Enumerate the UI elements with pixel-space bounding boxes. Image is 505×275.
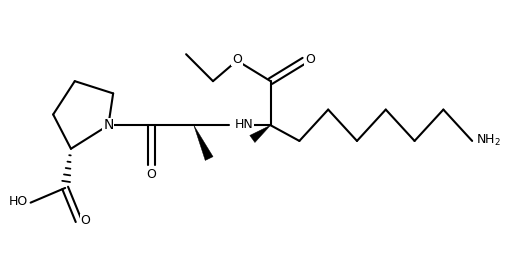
- Text: O: O: [146, 168, 157, 181]
- Polygon shape: [194, 125, 213, 160]
- Text: HN: HN: [235, 118, 254, 131]
- Text: O: O: [305, 53, 315, 66]
- Polygon shape: [250, 125, 271, 142]
- Text: O: O: [232, 53, 242, 66]
- Text: N: N: [103, 118, 114, 132]
- Text: O: O: [80, 214, 90, 227]
- Text: HO: HO: [9, 195, 28, 208]
- Text: NH$_2$: NH$_2$: [476, 133, 501, 148]
